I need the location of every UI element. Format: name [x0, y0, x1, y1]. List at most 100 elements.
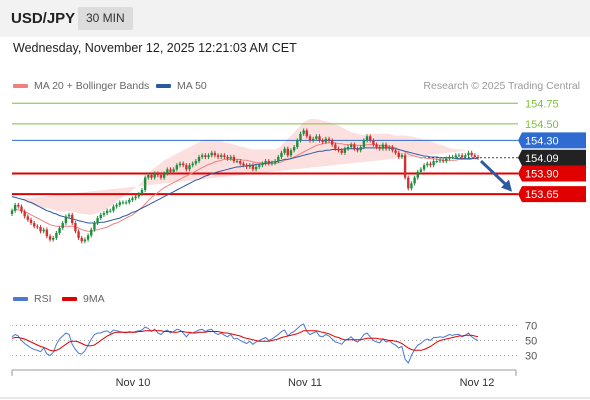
candle-body [93, 223, 96, 230]
candle-body [280, 152, 283, 157]
candle-body [346, 147, 350, 149]
candle-body [369, 136, 372, 141]
candle-body [337, 148, 340, 151]
candle-body [454, 155, 458, 157]
candle-body [52, 237, 55, 240]
candle-body [419, 169, 423, 172]
candle-body [166, 169, 169, 174]
candle-body [381, 144, 385, 149]
rsi-tick-50: 50 [525, 336, 537, 348]
candle-body [239, 161, 242, 164]
candle-body [248, 165, 251, 167]
candle-body [143, 177, 147, 190]
candle-body [102, 213, 106, 215]
candle-body [67, 214, 71, 217]
candle-body [185, 165, 188, 170]
candle-body [29, 219, 33, 224]
candle-body [232, 156, 236, 162]
candle-body [261, 163, 264, 166]
candle-body [435, 161, 438, 163]
candle-body [172, 169, 175, 172]
rsi-tick-70: 70 [525, 321, 537, 333]
candle-body [96, 218, 99, 224]
candle-body [286, 148, 289, 156]
legend-9ma: 9MA [62, 293, 105, 305]
candle-body [359, 147, 362, 151]
candle-body [315, 136, 318, 139]
candle-body [61, 223, 64, 228]
candle-body [13, 204, 17, 211]
candle-body [413, 177, 416, 184]
candle-body [169, 169, 172, 172]
candle-body [340, 150, 343, 153]
candle-body [39, 227, 42, 232]
price-tag-154.09 [518, 149, 586, 166]
candle-body [457, 155, 461, 157]
legend-ma50: MA 50 [156, 80, 207, 92]
x-tick-label: Nov 10 [116, 377, 151, 389]
candle-body [441, 160, 445, 162]
candle-body [448, 156, 451, 159]
candle-body [83, 239, 87, 242]
candle-body [90, 229, 93, 236]
candle-body [80, 237, 83, 242]
candle-body [476, 156, 480, 158]
candle-body [128, 199, 131, 203]
candle-body [467, 152, 470, 156]
candle-body [71, 214, 74, 224]
candle-body [384, 144, 388, 149]
candle-body [362, 140, 366, 148]
candle-body [213, 152, 217, 156]
ma20-label: MA 20 + Bollinger Bands [34, 80, 150, 92]
candle-body [220, 155, 223, 157]
candle-body [223, 155, 226, 157]
candle-body [77, 231, 80, 238]
candle-body [36, 226, 39, 228]
ma50-swatch [156, 84, 171, 88]
price-label-153.90: 153.90 [525, 168, 559, 180]
price-label-153.65: 153.65 [525, 189, 559, 201]
candle-body [356, 148, 359, 151]
datetime-label: Wednesday, November 12, 2025 12:21:03 AM… [13, 41, 297, 55]
candle-body [365, 136, 369, 141]
x-tick-label: Nov 12 [460, 377, 495, 389]
candle-body [10, 210, 14, 214]
candle-body [264, 161, 267, 164]
candle-body [422, 165, 426, 170]
candle-body [124, 202, 128, 204]
candle-body [349, 144, 353, 148]
legend-rsi: RSI [13, 293, 52, 305]
candle-body [156, 173, 160, 176]
candle-body [32, 223, 36, 227]
candle-body [391, 147, 394, 151]
candle-body [175, 165, 179, 170]
candle-body [308, 136, 312, 141]
candle-body [460, 155, 464, 157]
candle-body [86, 235, 90, 240]
candle-body [210, 152, 213, 156]
candle-body [324, 138, 328, 143]
price-label-154.09: 154.09 [525, 153, 559, 165]
symbol-title: USD/JPY [11, 10, 76, 27]
candle-body [407, 177, 410, 189]
timeframe-button[interactable]: 30 MIN [78, 7, 133, 30]
candle-body [321, 140, 324, 143]
candle-body [105, 210, 109, 214]
ma9-swatch [62, 297, 77, 301]
candle-body [403, 155, 407, 178]
candle-body [464, 155, 467, 157]
candle-body [109, 210, 112, 212]
candle-body [273, 161, 277, 163]
ma50-label: MA 50 [177, 80, 207, 92]
candle-body [55, 232, 58, 238]
candle-body [42, 229, 45, 232]
candle-body [137, 194, 141, 197]
candle-body [445, 158, 448, 162]
candle-body [311, 138, 315, 141]
rsi-line [11, 323, 479, 364]
candle-body [226, 156, 229, 159]
candle-body [327, 138, 331, 141]
candle-body [112, 206, 115, 211]
candle-body [48, 236, 52, 240]
